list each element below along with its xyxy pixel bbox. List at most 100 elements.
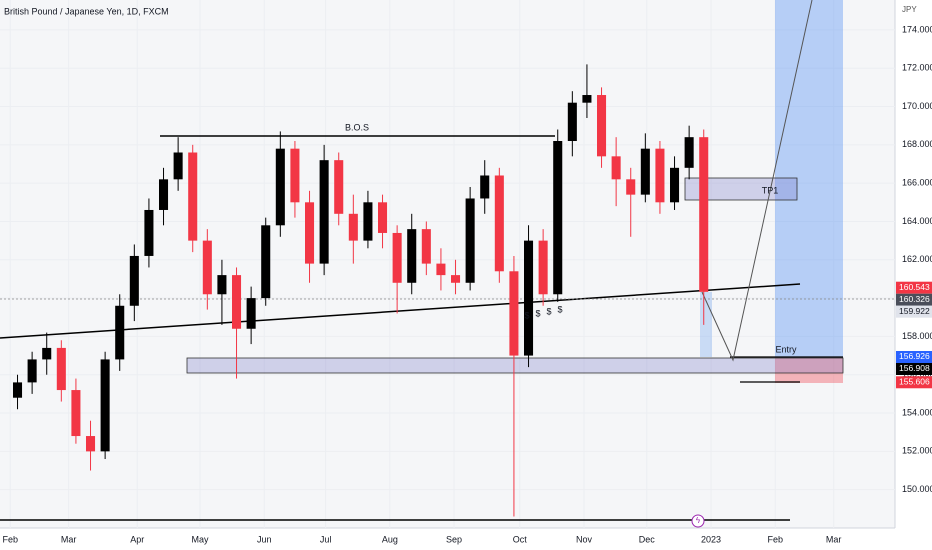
y-tick-label: 150.000 xyxy=(902,484,932,494)
price-label-bg xyxy=(896,293,932,306)
candle-body xyxy=(640,148,650,195)
price-label: 156.926 xyxy=(899,351,930,361)
candle-body xyxy=(42,347,52,360)
price-label: 156.908 xyxy=(899,363,930,373)
candle-body xyxy=(348,213,358,241)
annotation: $ xyxy=(535,308,540,318)
price-label: 155.606 xyxy=(899,377,930,387)
candle-body xyxy=(334,160,344,214)
y-tick-label: 162.000 xyxy=(902,254,932,264)
candle-body xyxy=(246,298,256,329)
price-label: 160.543 xyxy=(899,282,930,292)
candle-body xyxy=(567,102,577,142)
candle-body xyxy=(436,263,446,276)
candle-body xyxy=(275,148,285,226)
candle-body xyxy=(392,232,402,283)
candle-body xyxy=(71,390,81,437)
y-tick-label: 174.000 xyxy=(902,24,932,34)
price-label: 160.326 xyxy=(899,294,930,304)
price-label-bg xyxy=(896,350,932,363)
candle-body xyxy=(553,141,563,295)
candle-body xyxy=(188,152,198,241)
y-tick-label: 158.000 xyxy=(902,331,932,341)
x-tick-label: May xyxy=(192,534,210,544)
annotation: TP1 xyxy=(762,185,779,195)
x-tick-label: Feb xyxy=(2,534,18,544)
x-tick-label: Nov xyxy=(576,534,593,544)
candle-body xyxy=(699,137,709,292)
chart-title: British Pound / Japanese Yen, 1D, FXCM xyxy=(4,6,169,16)
x-tick-label: Jul xyxy=(320,534,332,544)
x-tick-label: Jun xyxy=(257,534,272,544)
price-label-bg xyxy=(896,362,932,375)
candle-body xyxy=(56,347,66,391)
candle-body xyxy=(261,225,271,299)
candle-body xyxy=(129,255,139,306)
candle-body xyxy=(451,275,461,283)
candle-body xyxy=(115,305,125,360)
annotation: Entry xyxy=(775,344,797,354)
annotation: $ xyxy=(557,304,562,314)
candle-body xyxy=(290,148,300,203)
x-tick-label: Oct xyxy=(513,534,528,544)
x-tick-label: 2023 xyxy=(701,534,721,544)
candle-body xyxy=(144,209,154,256)
candle-body xyxy=(538,240,548,295)
price-label-bg xyxy=(896,305,932,318)
candle-body xyxy=(655,148,665,203)
candle-body xyxy=(597,95,607,157)
trend-line xyxy=(0,283,801,339)
candle-body xyxy=(509,271,519,356)
x-tick-label: Apr xyxy=(130,534,144,544)
stop-zone xyxy=(775,358,843,383)
annotation: $ xyxy=(546,306,551,316)
candle-body xyxy=(421,229,431,264)
event-icon[interactable] xyxy=(691,514,705,528)
candle-body xyxy=(684,137,694,168)
projection-path xyxy=(701,0,813,362)
y-axis-label: JPY xyxy=(902,5,917,14)
candle-body xyxy=(407,229,417,283)
annotation: B.O.S xyxy=(345,122,369,132)
candle-body xyxy=(626,179,636,195)
y-tick-label: 170.000 xyxy=(902,101,932,111)
candle-body xyxy=(465,198,475,283)
candle-body xyxy=(524,240,534,356)
price-label-bg xyxy=(896,376,932,389)
grid xyxy=(0,0,895,528)
candle-body xyxy=(202,240,212,295)
annotation: $ xyxy=(524,310,529,320)
price-label: 159.922 xyxy=(899,306,930,316)
y-tick-label: 164.000 xyxy=(902,216,932,226)
candle-body xyxy=(85,436,96,452)
candle-body xyxy=(670,167,680,203)
y-tick-label: 152.000 xyxy=(902,446,932,456)
x-tick-label: Mar xyxy=(61,534,77,544)
x-tick-label: Mar xyxy=(826,534,842,544)
candle-body xyxy=(363,202,373,241)
candle-body xyxy=(319,160,329,264)
candle-body xyxy=(158,179,169,210)
candle-body xyxy=(217,275,227,295)
y-tick-label: 166.000 xyxy=(902,178,932,188)
x-tick-label: Dec xyxy=(639,534,656,544)
candles xyxy=(12,64,709,517)
candle-body xyxy=(305,202,315,264)
candle-body xyxy=(494,175,504,272)
target-zone xyxy=(775,0,843,358)
x-tick-label: Aug xyxy=(382,534,398,544)
candle-body xyxy=(582,95,592,103)
candle-body xyxy=(231,275,242,329)
y-tick-label: 168.000 xyxy=(902,139,932,149)
price-label-bg xyxy=(896,281,932,294)
event-icon-glyph: ϟ xyxy=(696,516,701,525)
y-tick-label: 172.000 xyxy=(902,63,932,73)
candle-body xyxy=(12,382,23,398)
x-tick-label: Sep xyxy=(446,534,462,544)
candle-body xyxy=(480,175,490,199)
x-tick-label: Feb xyxy=(768,534,784,544)
y-tick-label: 154.000 xyxy=(902,407,932,417)
candle-body xyxy=(173,152,183,180)
candle-body xyxy=(27,359,37,383)
